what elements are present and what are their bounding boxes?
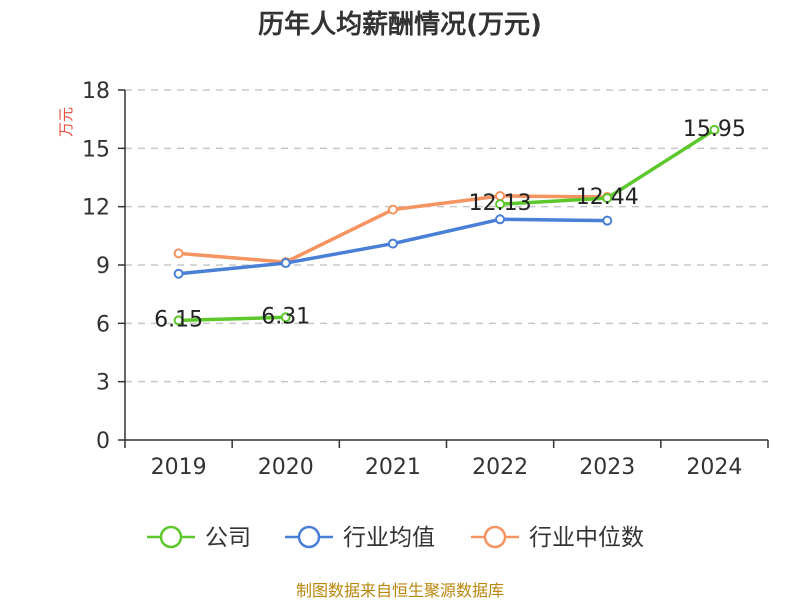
x-tick-label: 2019 <box>151 455 207 480</box>
y-tick-label: 15 <box>82 137 110 162</box>
legend-label: 行业均值 <box>343 525 435 551</box>
x-tick-label: 2022 <box>472 455 528 480</box>
data-point <box>173 315 184 326</box>
data-label: 12.13 <box>469 191 532 216</box>
data-point <box>602 215 613 226</box>
data-point <box>280 258 291 269</box>
legend-marker <box>483 525 507 549</box>
x-tick-label: 2024 <box>686 455 742 480</box>
series-lines <box>173 124 720 326</box>
data-point <box>387 238 398 249</box>
data-label: 12.44 <box>576 185 639 210</box>
data-point <box>280 312 291 323</box>
data-point <box>173 248 184 259</box>
y-tick-label: 3 <box>96 371 110 396</box>
x-tick-label: 2021 <box>365 455 421 480</box>
y-tick-label: 9 <box>96 254 110 279</box>
y-tick-label: 6 <box>96 312 110 337</box>
data-point <box>387 204 398 215</box>
series-line <box>176 315 288 323</box>
source-note: 制图数据来自恒生聚源数据库 <box>296 581 504 600</box>
y-tick-label: 12 <box>82 196 110 221</box>
data-point <box>709 124 720 135</box>
chart-title: 历年人均薪酬情况(万元) <box>258 9 542 40</box>
data-label: 6.31 <box>261 304 310 329</box>
y-tick-label: 0 <box>96 429 110 454</box>
x-tick-label: 2023 <box>579 455 635 480</box>
y-tick-label: 18 <box>82 79 110 104</box>
data-point <box>173 268 184 279</box>
data-point <box>602 193 613 204</box>
data-label: 15.95 <box>683 117 746 142</box>
legend-label: 行业中位数 <box>529 525 644 551</box>
x-tick-label: 2020 <box>258 455 314 480</box>
data-label: 6.15 <box>154 307 203 332</box>
legend-marker <box>297 525 321 549</box>
legend: 公司 行业均值 行业中位数 <box>147 525 644 551</box>
data-point <box>495 199 506 210</box>
gridlines <box>125 89 768 383</box>
legend-label: 公司 <box>205 525 251 551</box>
data-labels: 6.15 6.31 12.13 12.44 15.95 <box>154 117 746 333</box>
data-point <box>495 214 506 225</box>
y-axis-label: 万元 <box>57 107 75 137</box>
axes: 0 3 6 9 12 15 18 2019 2020 2021 2022 2023 2024 <box>82 79 769 480</box>
legend-marker <box>159 525 183 549</box>
